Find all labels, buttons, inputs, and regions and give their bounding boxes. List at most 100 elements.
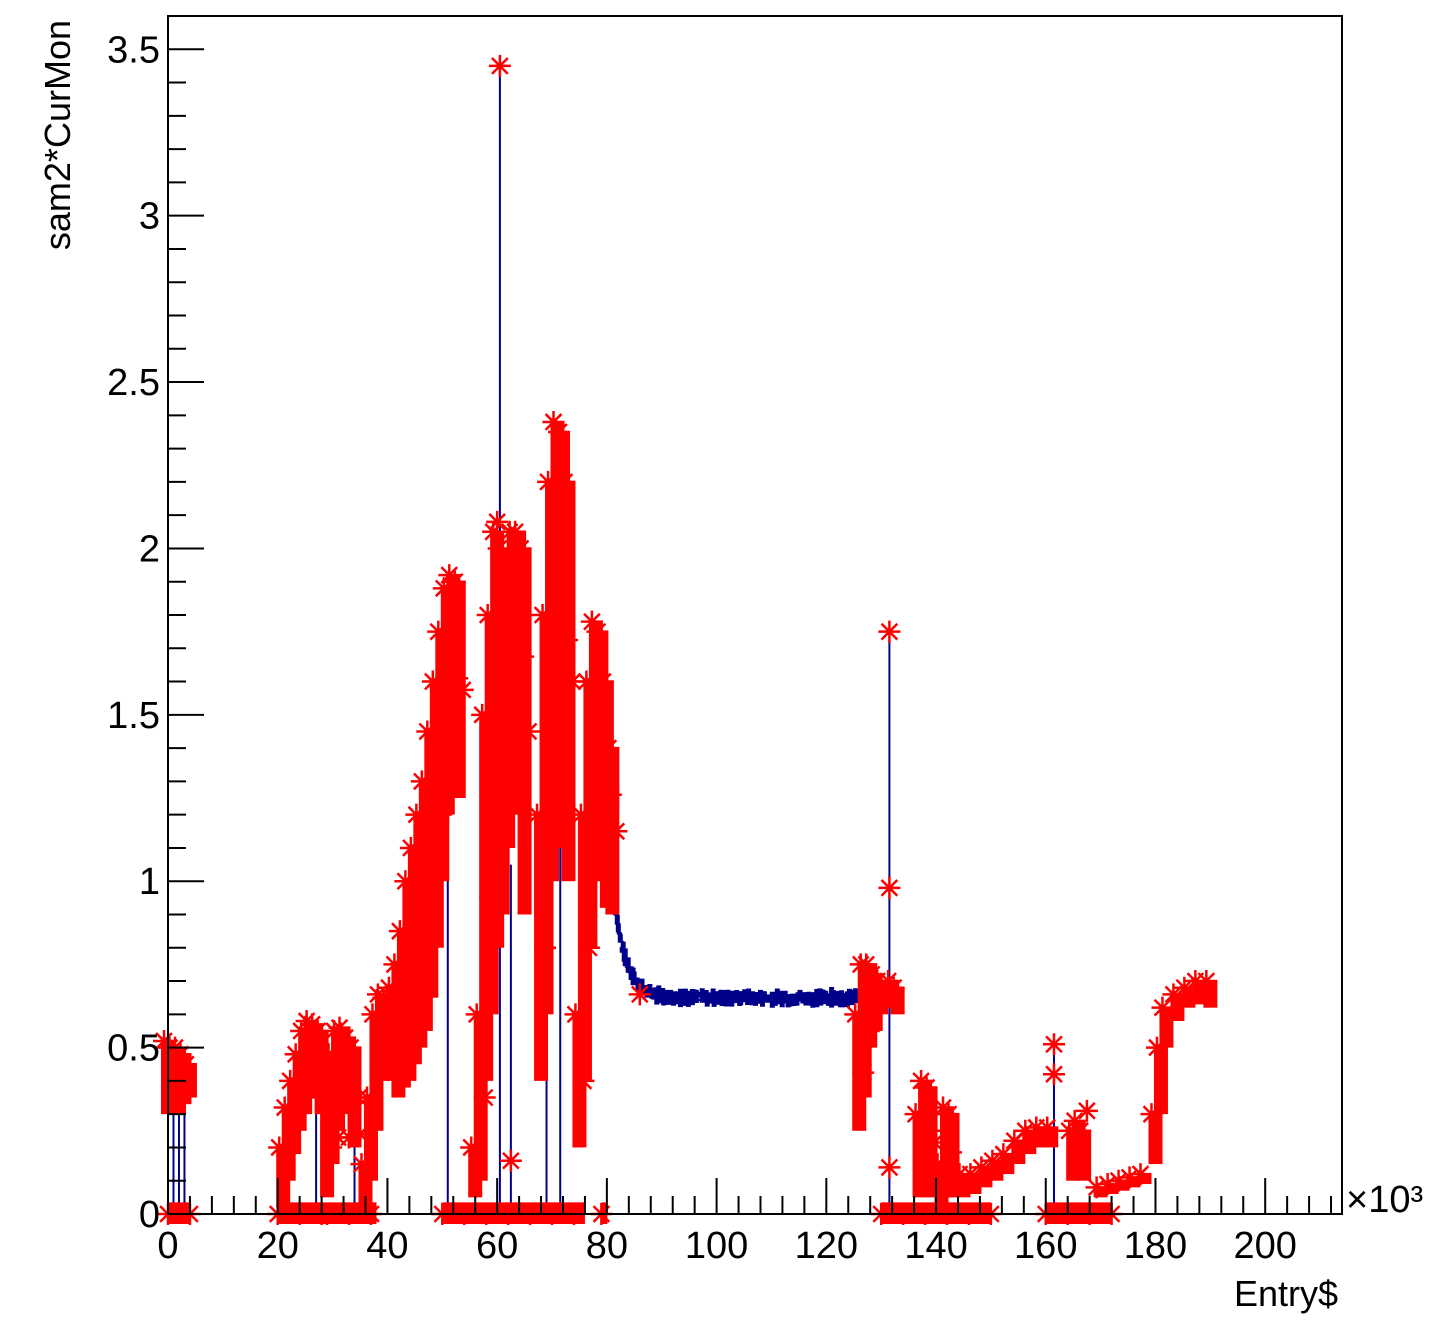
red-asterisk-marker — [569, 803, 592, 826]
red-asterisk-marker — [923, 1131, 946, 1154]
red-outlier-marker — [549, 816, 572, 839]
red-asterisk-marker — [970, 1156, 993, 1179]
red-asterisk-marker — [844, 1003, 867, 1026]
red-band-column — [1148, 1114, 1163, 1165]
y-tick-label: 0 — [139, 1194, 160, 1236]
red-asterisk-marker — [169, 1043, 192, 1066]
x-tick-label: 120 — [795, 1225, 858, 1267]
red-asterisk-marker — [334, 1026, 357, 1049]
red-asterisk-marker — [509, 537, 532, 560]
red-asterisk-marker — [605, 820, 628, 843]
red-outlier-marker — [488, 54, 511, 77]
y-tick-label: 3.5 — [107, 29, 160, 71]
red-asterisk-marker — [290, 1019, 313, 1042]
red-asterisk-marker — [577, 936, 600, 959]
red-asterisk-marker — [394, 870, 417, 893]
red-band-column — [1077, 1130, 1092, 1181]
red-asterisk-marker — [405, 803, 428, 826]
x-tick-label: 60 — [476, 1225, 518, 1267]
red-asterisk-marker — [465, 1003, 488, 1026]
red-outlier-marker — [349, 1123, 372, 1146]
red-asterisk-marker — [443, 570, 466, 593]
y-tick-label: 1.5 — [107, 695, 160, 737]
y-tick-label: 1 — [139, 861, 160, 903]
red-asterisk-marker — [482, 520, 505, 543]
red-asterisk-marker — [915, 1076, 938, 1099]
red-asterisk-marker — [413, 920, 436, 943]
red-asterisk-marker — [1107, 1169, 1130, 1192]
red-asterisk-marker — [857, 1019, 880, 1042]
red-asterisk-marker — [583, 803, 606, 826]
red-asterisk-marker — [599, 783, 622, 806]
red-asterisk-marker — [539, 803, 562, 826]
y-tick-label: 2.5 — [107, 362, 160, 404]
y-axis-title: sam2*CurMon — [37, 20, 78, 250]
red-asterisk-marker — [407, 945, 430, 968]
red-asterisk-marker — [298, 1061, 321, 1084]
red-asterisk-marker — [1151, 996, 1174, 1019]
red-asterisk-marker — [1173, 976, 1196, 999]
red-asterisk-marker — [273, 1096, 296, 1119]
red-asterisk-marker — [992, 1143, 1015, 1166]
red-asterisk-marker — [517, 720, 540, 743]
red-asterisk-marker — [918, 1119, 941, 1142]
red-asterisk-marker — [328, 1016, 351, 1039]
red-asterisk-marker — [484, 803, 507, 826]
red-asterisk-marker — [418, 895, 441, 918]
x-tick-label: 0 — [157, 1225, 178, 1267]
red-asterisk-marker — [416, 720, 439, 743]
red-asterisk-marker — [268, 1136, 291, 1159]
red-asterisk-marker — [284, 1043, 307, 1066]
red-outlier-marker — [878, 1156, 901, 1179]
red-asterisk-marker — [317, 1043, 340, 1066]
red-asterisk-marker — [882, 976, 905, 999]
red-asterisk-marker — [366, 983, 389, 1006]
red-asterisk-marker — [435, 745, 458, 768]
red-outlier-marker — [878, 620, 901, 643]
x-tick-label: 40 — [366, 1225, 408, 1267]
x-axis-title: Entry$ — [1234, 1273, 1338, 1314]
red-asterisk-marker — [586, 620, 609, 643]
red-asterisk-marker — [526, 803, 549, 826]
red-asterisk-marker — [440, 690, 463, 713]
red-asterisk-marker — [314, 1061, 337, 1084]
red-asterisk-marker — [471, 703, 494, 726]
x-tick-label: 160 — [1014, 1225, 1077, 1267]
red-asterisk-marker — [591, 670, 614, 693]
red-outlier-marker — [1042, 1063, 1065, 1086]
red-asterisk-marker — [490, 728, 513, 751]
red-asterisk-marker — [361, 1003, 384, 1026]
red-asterisk-marker — [295, 1009, 318, 1032]
red-band-column — [1153, 1047, 1168, 1115]
red-asterisk-marker — [369, 1061, 392, 1084]
red-asterisk-marker — [473, 1086, 496, 1109]
red-asterisk-marker — [1069, 1119, 1092, 1142]
red-asterisk-marker — [852, 1061, 875, 1084]
red-asterisk-marker — [331, 1069, 354, 1092]
red-outlier-marker — [486, 510, 509, 533]
red-asterisk-marker — [402, 970, 425, 993]
red-asterisk-marker — [555, 628, 578, 651]
red-asterisk-marker — [476, 604, 499, 626]
red-asterisk-marker — [1063, 1109, 1086, 1132]
red-outlier-marker — [628, 983, 651, 1006]
red-asterisk-marker — [429, 803, 452, 826]
red-asterisk-marker — [385, 1023, 408, 1046]
red-asterisk-marker — [323, 1019, 346, 1042]
red-asterisk-marker — [388, 920, 411, 943]
x-tick-label: 200 — [1233, 1225, 1296, 1267]
red-asterisk-marker — [1014, 1119, 1037, 1142]
red-asterisk-marker — [479, 886, 502, 909]
red-asterisk-marker — [580, 610, 603, 633]
axis-ticks — [167, 15, 1333, 1215]
red-asterisk-marker — [575, 670, 598, 693]
red-asterisk-marker — [534, 936, 557, 959]
x-tick-label: 20 — [257, 1225, 299, 1267]
red-asterisk-marker — [312, 1086, 335, 1109]
red-asterisk-marker — [320, 1136, 343, 1159]
red-asterisk-marker — [550, 607, 573, 630]
red-asterisk-marker — [325, 1098, 348, 1121]
red-asterisk-marker — [174, 1053, 197, 1076]
red-outlier-marker — [1075, 1099, 1098, 1122]
red-outlier-marker — [1042, 1033, 1065, 1056]
